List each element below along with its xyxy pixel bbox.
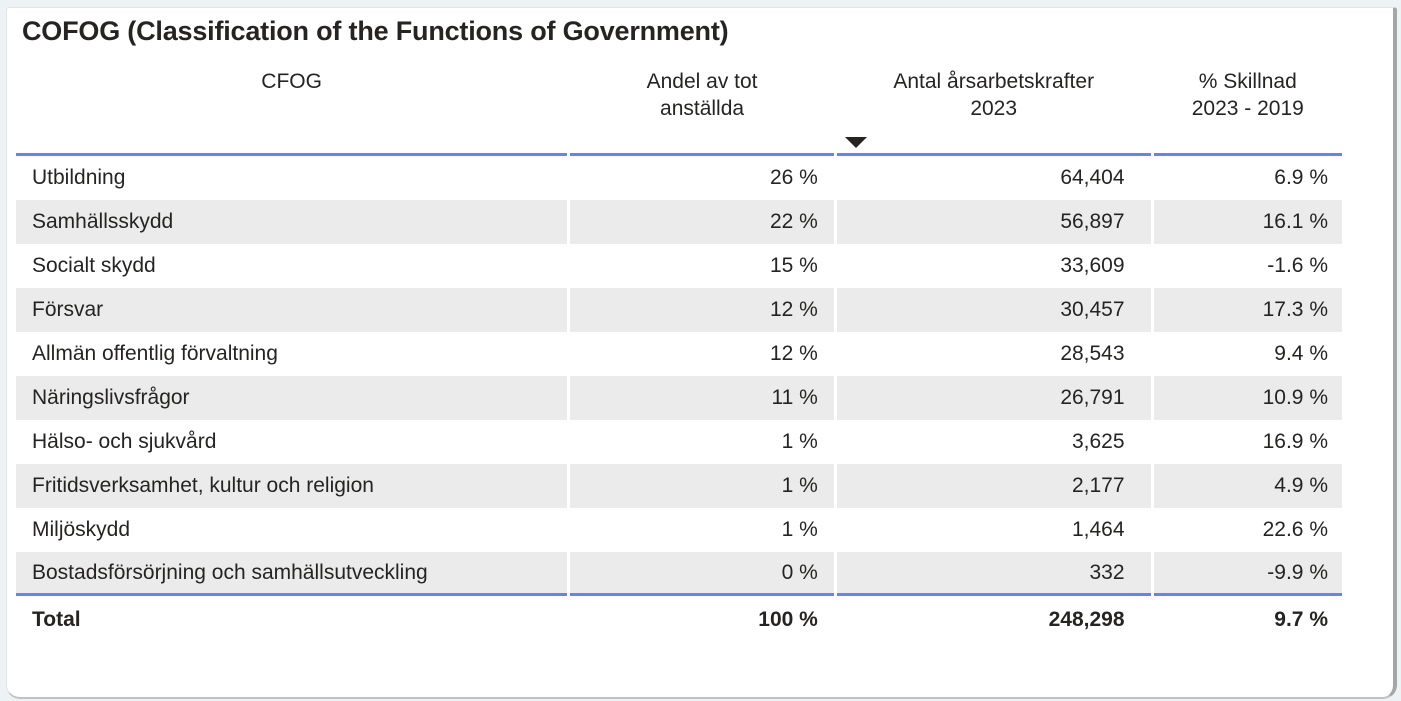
table-row[interactable]: Samhällsskydd 22 % 56,897 16.1 % xyxy=(16,200,1342,244)
table-visual-card: COFOG (Classification of the Functions o… xyxy=(6,7,1397,699)
column-header-andel-av-tot-anstallda[interactable]: Andel av tot anställda xyxy=(570,60,834,156)
row-category-cell: Miljöskydd xyxy=(16,508,568,552)
column-header-label: CFOG xyxy=(261,70,322,93)
row-value-cell: 6.9 % xyxy=(1153,156,1342,200)
row-category-cell: Fritidsverksamhet, kultur och religion xyxy=(16,464,568,508)
row-value-cell: 11 % xyxy=(570,376,834,420)
row-value-cell: 1,464 xyxy=(836,508,1151,552)
cofog-table: CFOG Andel av tot anställda Antal årsarb… xyxy=(13,60,1345,644)
row-value-cell: 12 % xyxy=(570,332,834,376)
column-header-label: % Skillnad xyxy=(1198,70,1297,93)
visual-title: COFOG (Classification of the Functions o… xyxy=(22,16,729,46)
table-row[interactable]: Bostadsförsörjning och samhällsutvecklin… xyxy=(16,552,1342,596)
column-header-antal-arsarbetskrafter[interactable]: Antal årsarbetskrafter 2023 xyxy=(836,60,1151,156)
total-diff-value: 9.7 % xyxy=(1153,596,1342,644)
row-category-cell: Utbildning xyxy=(16,156,568,200)
column-header-skillnad[interactable]: % Skillnad 2023 - 2019 xyxy=(1153,60,1342,156)
row-value-cell: 22 % xyxy=(570,200,834,244)
row-category-cell: Socialt skydd xyxy=(16,244,568,288)
row-value-cell: 16.1 % xyxy=(1153,200,1342,244)
row-value-cell: 332 xyxy=(836,552,1151,596)
row-value-cell: 28,543 xyxy=(836,332,1151,376)
row-value-cell: 26 % xyxy=(570,156,834,200)
row-value-cell: 56,897 xyxy=(836,200,1151,244)
sort-descending-icon xyxy=(844,137,867,148)
table-row[interactable]: Allmän offentlig förvaltning 12 % 28,543 9.… xyxy=(16,332,1342,376)
total-fte-value: 248,298 xyxy=(836,596,1151,644)
row-category-cell: Samhällsskydd xyxy=(16,200,568,244)
row-value-cell: 17.3 % xyxy=(1153,288,1342,332)
row-value-cell: 4.9 % xyxy=(1153,464,1342,508)
row-value-cell: 10.9 % xyxy=(1153,376,1342,420)
row-value-cell: 26,791 xyxy=(836,376,1151,420)
row-value-cell: 22.6 % xyxy=(1153,508,1342,552)
table-row[interactable]: Utbildning 26 % 64,404 6.9 % xyxy=(16,156,1342,200)
table-row[interactable]: Hälso- och sjukvård 1 % 3,625 16.9 % xyxy=(16,420,1342,464)
total-share-value: 100 % xyxy=(570,596,834,644)
table-row[interactable]: Försvar 12 % 30,457 17.3 % xyxy=(16,288,1342,332)
column-header-label: Antal årsarbetskrafter xyxy=(893,70,1095,93)
row-value-cell: 16.9 % xyxy=(1153,420,1342,464)
row-category-cell: Försvar xyxy=(16,288,568,332)
row-value-cell: 9.4 % xyxy=(1153,332,1342,376)
row-category-cell: Allmän offentlig förvaltning xyxy=(16,332,568,376)
table-row[interactable]: Miljöskydd 1 % 1,464 22.6 % xyxy=(16,508,1342,552)
row-category-cell: Hälso- och sjukvård xyxy=(16,420,568,464)
row-value-cell: 3,625 xyxy=(836,420,1151,464)
column-header-cfog[interactable]: CFOG xyxy=(16,60,568,156)
column-header-label-line2: anställda xyxy=(660,97,745,120)
table-row[interactable]: Socialt skydd 15 % 33,609 -1.6 % xyxy=(16,244,1342,288)
row-value-cell: 12 % xyxy=(570,288,834,332)
row-value-cell: 2,177 xyxy=(836,464,1151,508)
table-body: Utbildning 26 % 64,404 6.9 % Samhällsskydd 22… xyxy=(16,156,1342,596)
column-header-label: Andel av tot xyxy=(646,70,758,93)
table-footer: Total 100 % 248,298 9.7 % xyxy=(16,596,1342,644)
row-value-cell: 33,609 xyxy=(836,244,1151,288)
row-value-cell: 1 % xyxy=(570,508,834,552)
row-category-cell: Bostadsförsörjning och samhällsutvecklin… xyxy=(16,552,568,596)
column-header-label-line2: 2023 - 2019 xyxy=(1191,97,1304,120)
row-value-cell: 64,404 xyxy=(836,156,1151,200)
total-row: Total 100 % 248,298 9.7 % xyxy=(16,596,1342,644)
row-value-cell: 0 % xyxy=(570,552,834,596)
row-value-cell: -9.9 % xyxy=(1153,552,1342,596)
row-value-cell: 1 % xyxy=(570,420,834,464)
row-value-cell: 30,457 xyxy=(836,288,1151,332)
row-value-cell: 15 % xyxy=(570,244,834,288)
column-header-label-line2: 2023 xyxy=(970,97,1018,120)
table-header: CFOG Andel av tot anställda Antal årsarb… xyxy=(16,60,1342,156)
total-label: Total xyxy=(16,596,568,644)
row-value-cell: 1 % xyxy=(570,464,834,508)
row-category-cell: Näringslivsfrågor xyxy=(16,376,568,420)
table-row[interactable]: Näringslivsfrågor 11 % 26,791 10.9 % xyxy=(16,376,1342,420)
row-value-cell: -1.6 % xyxy=(1153,244,1342,288)
table-row[interactable]: Fritidsverksamhet, kultur och religion 1 … xyxy=(16,464,1342,508)
